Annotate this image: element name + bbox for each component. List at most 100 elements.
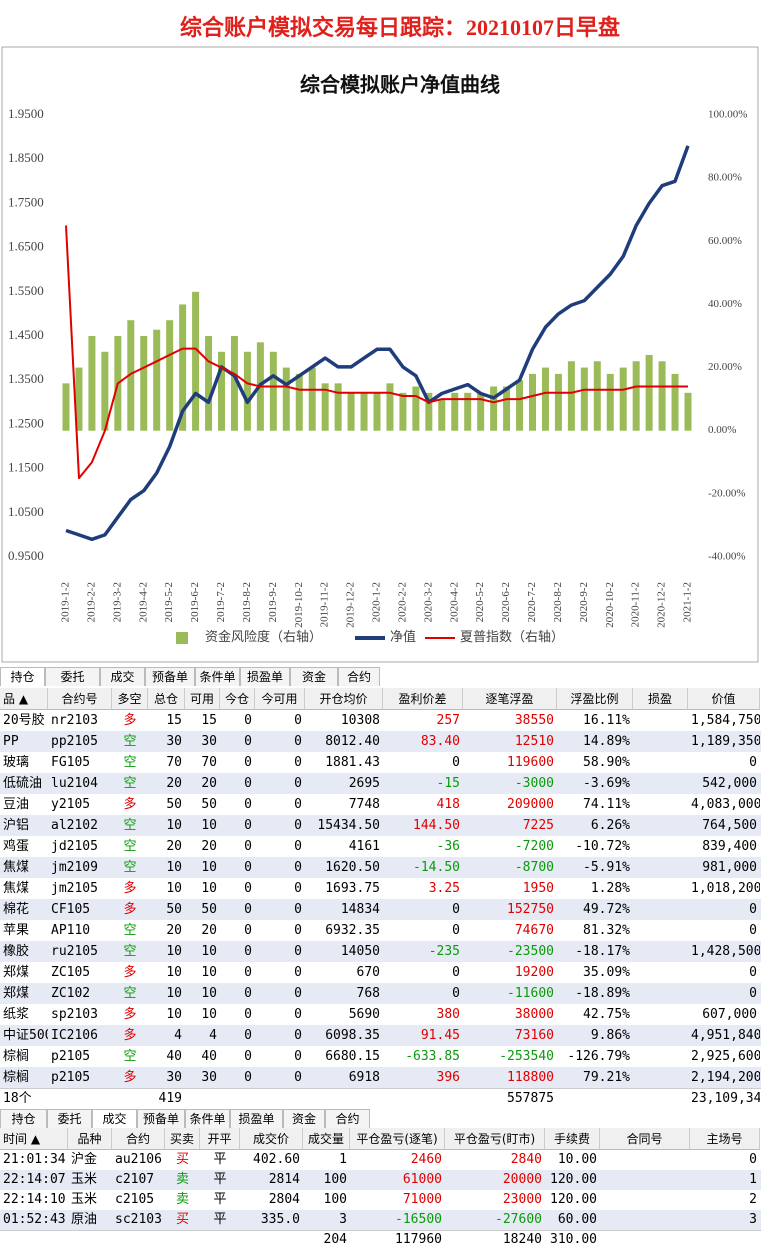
cell: 空 (123, 755, 137, 770)
cell: 空 (123, 839, 137, 854)
risk-bar (477, 392, 485, 431)
tab[interactable]: 持仓 (0, 1109, 47, 1128)
tab[interactable]: 资金 (283, 1109, 325, 1128)
cell: 6.26% (590, 818, 630, 833)
cell: 空 (123, 1049, 137, 1064)
tab[interactable]: 委托 (47, 1109, 92, 1128)
cell: 209000 (507, 797, 554, 812)
cell: 16.11% (583, 713, 630, 728)
risk-bar (516, 380, 524, 431)
cell: 0 (749, 902, 757, 917)
y-tick-label: 1.0500 (8, 504, 44, 519)
tab[interactable]: 预备单 (137, 1109, 185, 1128)
cell: 0 (244, 818, 252, 833)
cell: 418 (436, 797, 460, 812)
cell: 70 (201, 755, 217, 770)
column-header: 今仓 (220, 688, 255, 710)
cell: 81.32% (583, 923, 630, 938)
cell: 14.89% (583, 734, 630, 749)
cell: 0 (452, 902, 460, 917)
cell: 空 (123, 923, 137, 938)
cell: 焦煤 (3, 860, 30, 875)
tab[interactable]: 合约 (325, 1109, 370, 1128)
cell: 0 (294, 902, 302, 917)
cell: AP110 (51, 923, 91, 938)
x-tick-label: 2020-5-2 (474, 582, 486, 622)
cell: -27600 (495, 1212, 542, 1227)
cell: 1 (339, 1152, 347, 1167)
tab[interactable]: 条件单 (195, 667, 240, 686)
cell: -8700 (514, 860, 554, 875)
cell: -16500 (395, 1212, 442, 1227)
cell: jm2109 (51, 860, 98, 875)
tab[interactable]: 持仓 (0, 667, 45, 686)
cell: 1 (749, 1172, 757, 1187)
y2-tick-label: 40.00% (708, 298, 742, 310)
risk-bar (205, 336, 213, 431)
cell: 70 (166, 755, 182, 770)
column-header: 手续费 (545, 1128, 600, 1150)
x-tick-label: 2019-1-2 (60, 582, 72, 622)
cell: 4 (174, 1028, 182, 1043)
cell: 50 (166, 902, 182, 917)
cell: 2814 (268, 1172, 300, 1187)
cell: -18.89% (575, 986, 630, 1001)
tab[interactable]: 成交 (100, 667, 145, 686)
cell: 402.60 (253, 1152, 300, 1167)
cell: 35.09% (583, 965, 630, 980)
cell: -126.79% (567, 1049, 630, 1064)
cell: 15434.50 (317, 818, 380, 833)
cell: 764,500 (702, 818, 757, 833)
risk-bar (632, 361, 640, 431)
y2-tick-label: 0.00% (708, 424, 736, 436)
x-tick-label: 2019-11-2 (319, 582, 331, 627)
cell: 670 (356, 965, 380, 980)
cell: 20 (201, 839, 217, 854)
cell: 10 (166, 986, 182, 1001)
cell: 0 (452, 755, 460, 770)
tab[interactable]: 损盈单 (240, 667, 290, 686)
risk-bar (464, 392, 472, 431)
cell: 0 (294, 1070, 302, 1085)
cell: 郑煤 (3, 986, 30, 1001)
column-header: 逐笔浮盈 (463, 688, 557, 710)
tab[interactable]: 资金 (290, 667, 338, 686)
risk-bar (412, 386, 420, 431)
risk-bar (360, 392, 368, 431)
tab[interactable]: 委托 (45, 667, 100, 686)
cell: 0 (294, 1028, 302, 1043)
cell: 20 (201, 923, 217, 938)
cell: 335.0 (260, 1212, 300, 1227)
cell: 平 (213, 1152, 227, 1167)
tab[interactable]: 合约 (338, 667, 380, 686)
cell: 棕榈 (3, 1049, 30, 1064)
tab[interactable]: 预备单 (145, 667, 195, 686)
footer-cell: 23,109,340 (691, 1091, 760, 1106)
column-header: 合约号 (48, 688, 112, 710)
tab[interactable]: 条件单 (185, 1109, 230, 1128)
x-tick-label: 2019-8-2 (241, 582, 253, 622)
risk-bar (75, 367, 83, 431)
cell: 0 (244, 1028, 252, 1043)
column-header: 合同号 (600, 1128, 690, 1150)
cell: 0 (749, 1152, 757, 1167)
cell: 14834 (340, 902, 380, 917)
cell: 15 (201, 713, 217, 728)
tab[interactable]: 损盈单 (230, 1109, 283, 1128)
cell: 0 (294, 797, 302, 812)
cell: 0 (294, 755, 302, 770)
cell: 0 (294, 965, 302, 980)
x-tick-label: 2020-11-2 (630, 582, 642, 627)
cell: 2460 (410, 1152, 442, 1167)
cell: 苹果 (3, 923, 30, 938)
cell: 20000 (502, 1172, 542, 1187)
tab[interactable]: 成交 (92, 1109, 137, 1128)
cell: 15 (166, 713, 182, 728)
risk-bar (308, 367, 316, 431)
cell: 50 (201, 797, 217, 812)
cell: 542,000 (702, 776, 757, 791)
risk-bar (399, 392, 407, 431)
cell: 23000 (502, 1192, 542, 1207)
page-title: 综合账户模拟交易每日跟踪：20210107日早盘 (180, 15, 620, 40)
cell: -235 (428, 944, 460, 959)
